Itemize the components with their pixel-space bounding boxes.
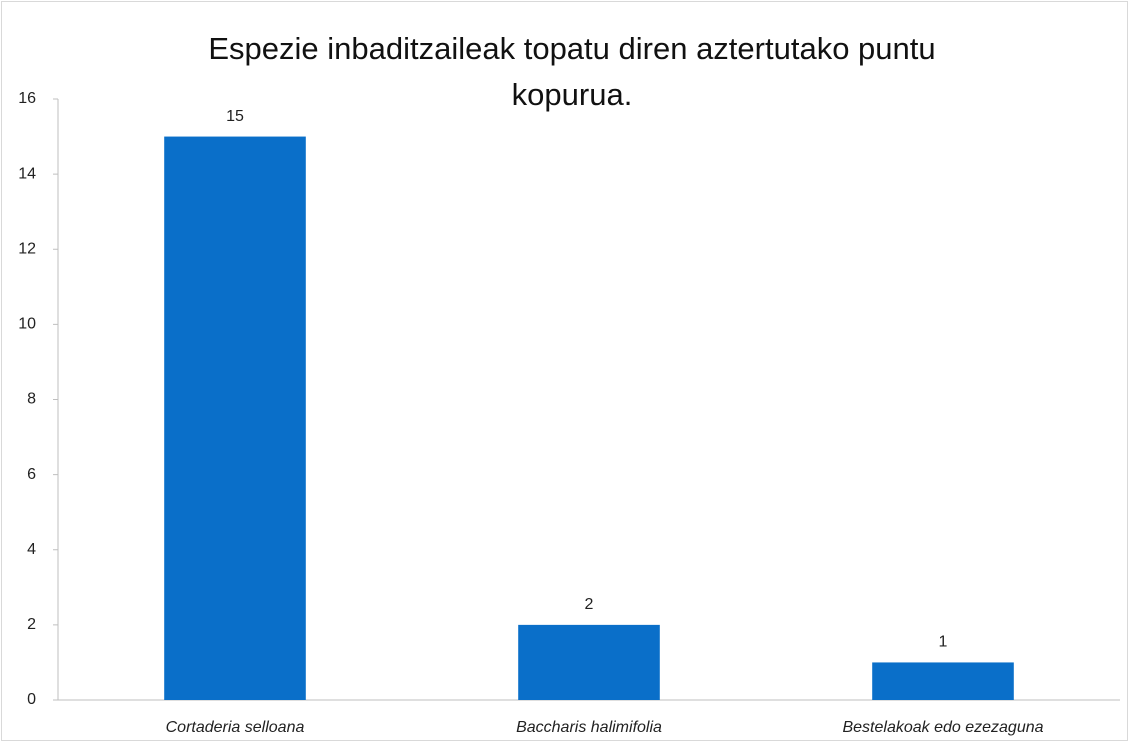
data-label: 15: [226, 108, 244, 125]
y-tick-label: 2: [27, 616, 36, 633]
y-tick-label: 6: [27, 466, 36, 483]
y-tick-label: 4: [27, 541, 36, 558]
y-tick-label: 12: [18, 240, 36, 257]
y-tick-label: 14: [18, 165, 36, 182]
bar: [164, 136, 306, 700]
y-tick-label: 0: [27, 691, 36, 708]
y-tick-label: 10: [18, 316, 36, 333]
bar: [518, 624, 660, 700]
chart-title: Espezie inbaditzaileak topatu diren azte…: [208, 31, 936, 112]
x-tick-label: Baccharis halimifolia: [516, 719, 662, 736]
x-tick-label: Cortaderia selloana: [166, 719, 305, 736]
y-tick-label: 8: [27, 391, 36, 408]
data-label: 2: [585, 596, 594, 613]
y-tick-label: 16: [18, 90, 36, 107]
bar: [872, 662, 1014, 700]
data-label: 1: [939, 634, 948, 651]
x-tick-label: Bestelakoak edo ezezaguna: [842, 719, 1043, 736]
